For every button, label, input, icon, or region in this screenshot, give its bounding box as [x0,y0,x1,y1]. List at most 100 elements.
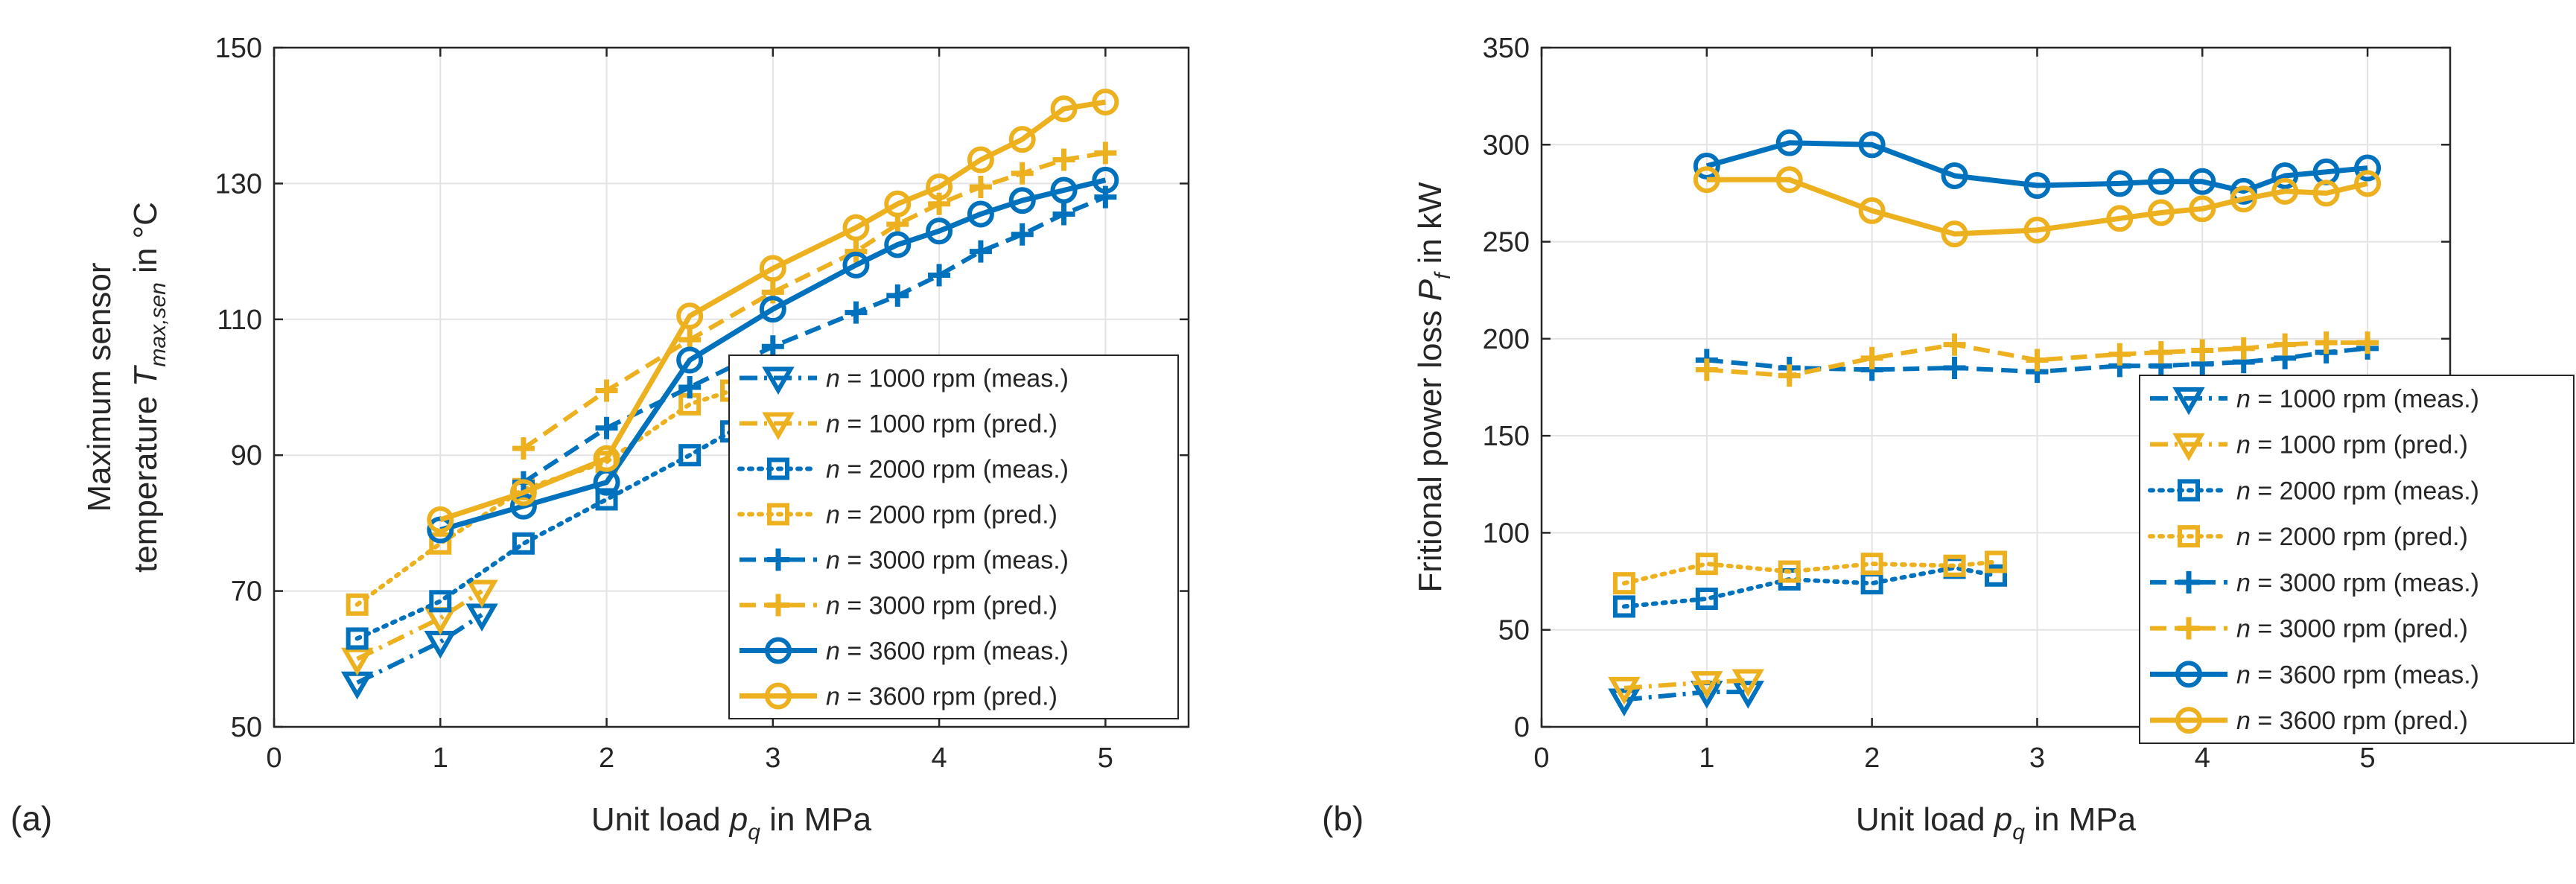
data-point [1052,203,1075,226]
legend-marker [2172,387,2205,416]
legend-label: n = 3600 rpm (meas.) [826,637,1069,666]
panel-label: (b) [1322,799,1364,838]
legend-label: n = 1000 rpm (pred.) [2236,431,2468,460]
x-tick-label: 0 [1533,743,1549,774]
legend-text-rest: = 3600 rpm (meas.) [840,637,1069,666]
legend-symbol: n [826,501,840,530]
data-point [2354,170,2382,197]
series-line [1623,678,1749,690]
data-point [2023,216,2051,244]
data-point [969,175,992,198]
legend-label: n = 1000 rpm (meas.) [826,365,1069,393]
data-point [1775,166,1803,194]
legend-symbol: n [2236,477,2251,505]
x-tick-label: 3 [2029,743,2045,774]
y-tick-label: 70 [231,576,262,608]
y-axis-label-main: Fritional power loss [1412,301,1448,592]
data-point [593,445,620,472]
legend-text-rest: = 2000 rpm (pred.) [840,501,1058,530]
legend-entry: n = 1000 rpm (pred.) [2150,431,2468,462]
legend-marker [762,412,795,440]
data-point [2230,177,2257,205]
legend-symbol: n [2236,385,2251,413]
data-point [1731,669,1764,697]
legend-symbol: n [826,456,840,484]
legend-entry: n = 1000 rpm (meas.) [2150,385,2479,416]
data-point [1612,595,1635,618]
legend: n = 1000 rpm (meas.)n = 1000 rpm (pred.)… [2139,375,2575,744]
legend-entry: n = 1000 rpm (meas.) [740,365,1069,395]
legend-entry: n = 2000 rpm (pred.) [737,501,1058,530]
legend-symbol: n [2236,615,2251,643]
legend-marker [2178,570,2200,594]
legend-marker [767,594,789,617]
y-tick-label: 150 [215,33,262,64]
data-point [969,240,992,263]
legend-entry: n = 3000 rpm (meas.) [740,547,1069,575]
legend-marker [767,457,789,480]
data-point [2230,185,2257,213]
legend-entry: n = 3600 rpm (meas.) [2150,661,2479,689]
y-tick-label: 150 [1483,421,1530,452]
legend-symbol: n [2236,569,2251,597]
data-point [759,296,786,323]
y-axis-label-symbol: P [1412,279,1448,301]
legend-label: n = 1000 rpm (meas.) [2236,385,2479,413]
y-axis-label: Fritional power loss Pf in kW [1412,182,1455,593]
data-point [1092,166,1119,194]
data-point [1695,553,1718,576]
data-point [678,376,702,398]
data-point [346,593,369,616]
series-2 [346,420,742,650]
legend-text-rest: = 2000 rpm (meas.) [2251,477,2479,505]
legend-text-rest: = 1000 rpm (pred.) [2251,431,2468,460]
series-line [1706,177,2368,237]
x-axis-label: Unit load pq in MPa [591,801,872,845]
axes-box [273,46,1190,728]
data-point [678,444,702,467]
data-point [926,173,953,200]
legend-symbol: n [2236,431,2251,460]
data-point [2354,154,2382,182]
y-axis-label-subscript: f [1431,271,1455,279]
x-tick-label: 5 [1098,743,1113,774]
data-point [967,146,994,174]
data-point [512,437,535,460]
data-point [595,488,618,511]
data-point [2023,172,2051,200]
data-point [2315,331,2338,354]
series-5 [512,141,1117,460]
y-axis-label-symbol: T [127,364,164,387]
y-axis-label-line1: Maximum sensor [81,263,118,512]
y-axis-label-tail: in kW [1412,182,1448,273]
y-tick-label: 100 [1483,518,1530,549]
data-point [1985,564,2007,587]
data-point [2232,337,2255,360]
series-7 [1693,166,2382,248]
data-point [2106,170,2134,197]
x-axis-label-tail: in MPa [2025,801,2137,838]
legend-marker [762,366,795,395]
legend-entry: n = 3600 rpm (pred.) [740,682,1058,711]
y-tick-label: 300 [1483,130,1530,161]
legend-label: n = 2000 rpm (meas.) [826,456,1069,484]
y-axis-label-tail: in °C [127,202,164,282]
legend-entry: n = 3600 rpm (meas.) [740,637,1069,666]
legend-text-rest: = 3600 rpm (pred.) [2251,707,2468,735]
data-point [1050,95,1078,123]
legend-text-rest: = 2000 rpm (pred.) [2251,523,2468,551]
data-point [926,217,953,245]
data-point [1858,197,1886,224]
legend-text-rest: = 3000 rpm (pred.) [840,592,1058,620]
legend-label: n = 2000 rpm (pred.) [826,501,1058,530]
data-point [1695,358,1718,381]
y-tick-label: 200 [1483,324,1530,355]
data-point [845,301,868,324]
legend-text-rest: = 1000 rpm (meas.) [840,365,1069,393]
x-axis-label: Unit load pq in MPa [1856,801,2137,845]
x-tick-label: 2 [599,743,614,774]
data-point [884,190,912,217]
x-tick-label: 0 [266,743,282,774]
data-point [509,479,537,506]
data-point [2312,179,2340,207]
